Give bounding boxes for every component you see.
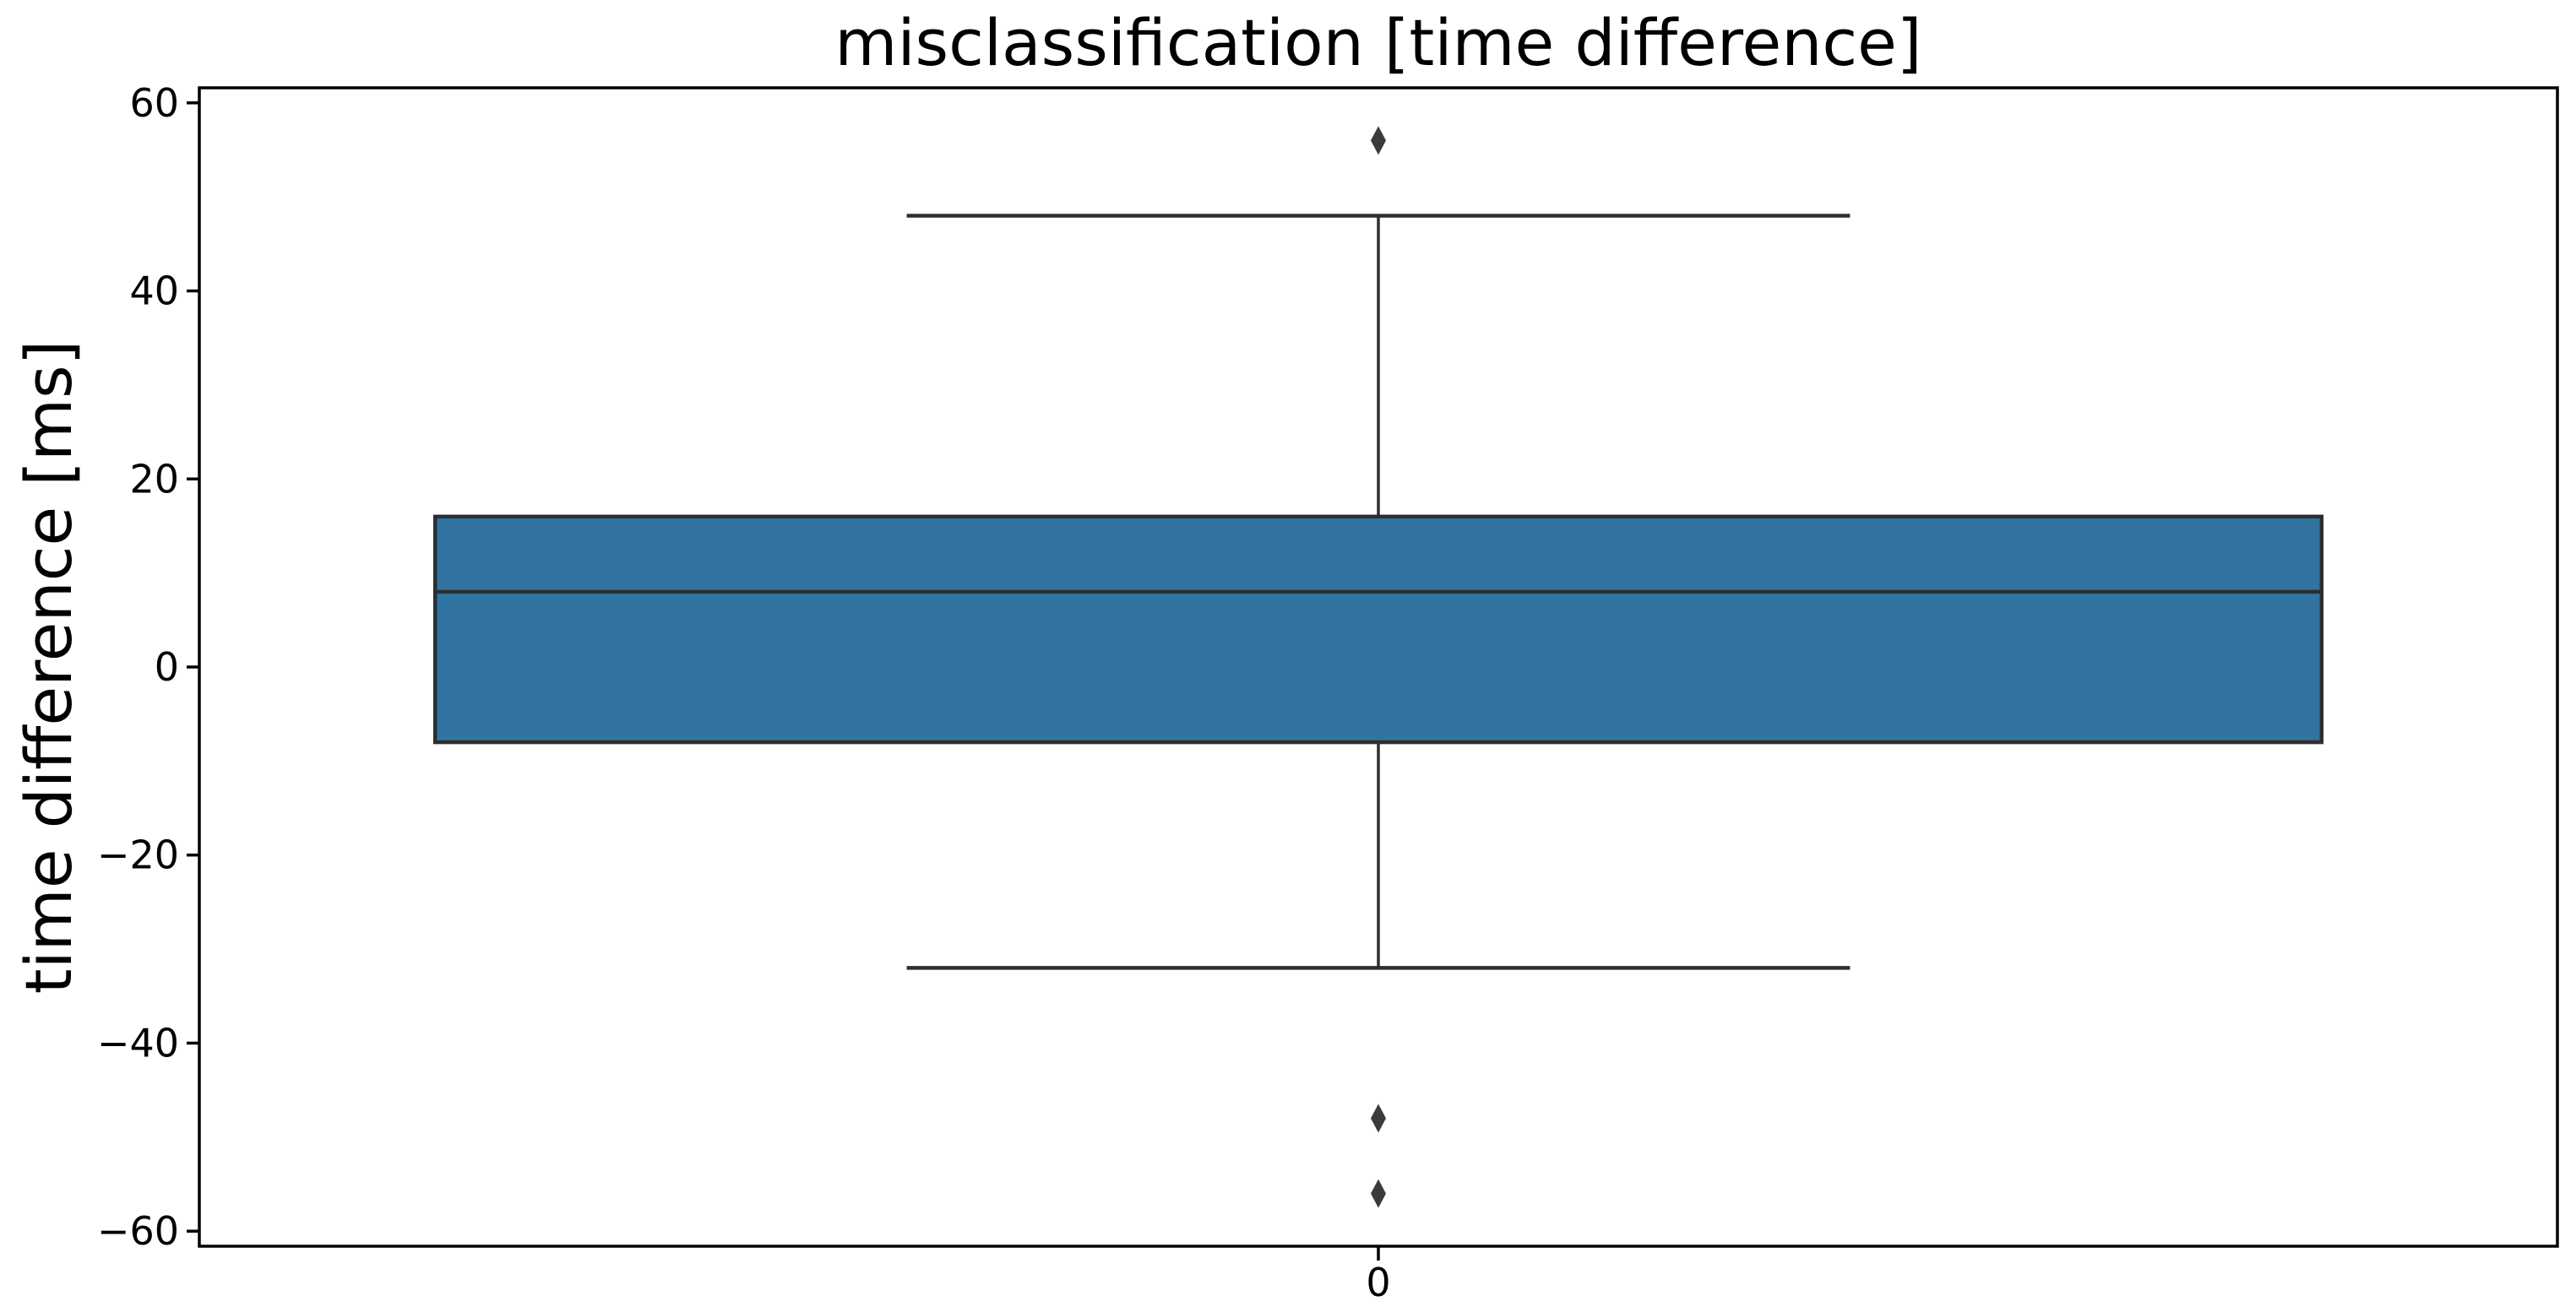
outlier-marker: [1371, 126, 1386, 155]
y-tick-label: 60: [129, 80, 179, 126]
x-tick-label: 0: [1366, 1260, 1390, 1305]
y-tick-label: 20: [129, 456, 179, 502]
chart-title: misclassification [time difference]: [834, 5, 1921, 80]
outlier-marker: [1371, 1179, 1386, 1208]
y-tick-label: −60: [97, 1208, 179, 1254]
iqr-box: [432, 514, 2324, 745]
y-tick-label: 0: [155, 644, 179, 690]
y-axis-label: time difference [ms]: [11, 340, 86, 994]
y-tick-label: −40: [97, 1020, 179, 1066]
y-tick-label: −20: [97, 832, 179, 878]
outlier-marker: [1371, 1104, 1386, 1133]
y-tick-label: 40: [129, 268, 179, 314]
